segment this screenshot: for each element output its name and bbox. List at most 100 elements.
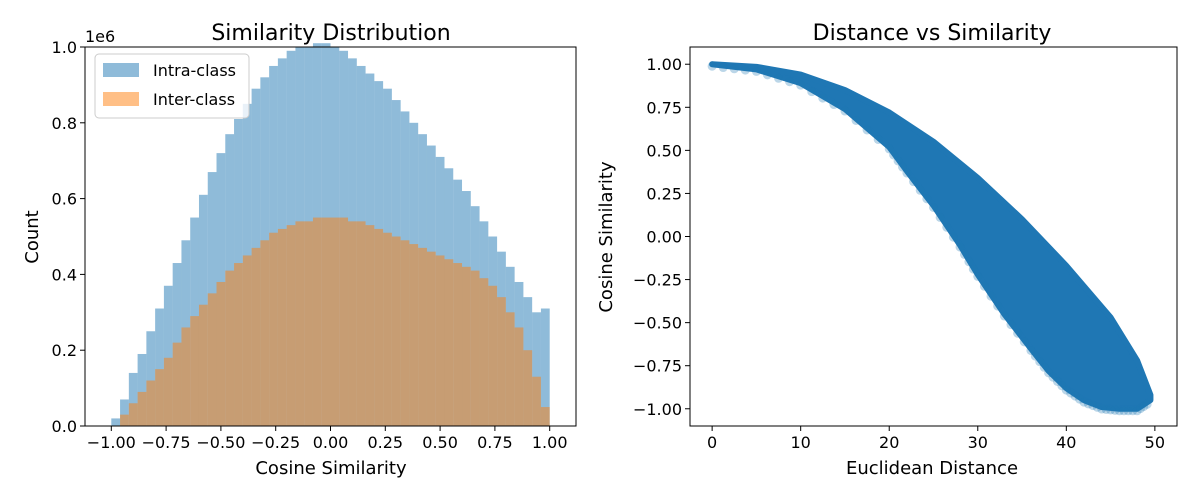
scatter-point	[959, 249, 969, 259]
histogram-bar	[163, 357, 173, 426]
scatter-point	[1019, 337, 1029, 347]
scatter-point	[1052, 376, 1062, 386]
scatter-point	[1132, 406, 1142, 416]
scatter-point	[1079, 397, 1089, 407]
scatter-y-ticks: −1.00 −0.75 −0.50 −0.25 0.00 0.25 0.50 0.75 1.00	[633, 55, 690, 419]
histogram-bar	[321, 217, 331, 426]
scatter-point	[851, 115, 861, 125]
histogram-bar	[470, 270, 480, 426]
scatter-point	[1097, 404, 1107, 414]
histogram-bar	[514, 327, 524, 426]
histogram-bar	[540, 308, 550, 426]
histogram-bar	[181, 327, 191, 426]
scatter-point	[1035, 357, 1045, 367]
x-tick-label: −0.75	[142, 433, 191, 452]
scatter-point	[729, 64, 739, 74]
x-tick-label: 1.00	[532, 433, 568, 452]
scatter-point	[740, 65, 750, 75]
scatter-point	[993, 301, 1003, 311]
scatter-point	[922, 194, 932, 204]
histogram-bar	[330, 217, 340, 426]
scatter-point-cloud	[709, 61, 1154, 412]
legend-label-intra-class: Intra-class	[153, 61, 236, 80]
histogram-bar	[479, 278, 489, 426]
scatter-point	[796, 80, 806, 90]
histogram-y-ticks: 0.0 0.2 0.4 0.6 0.8 1.0	[52, 38, 85, 436]
y-tick-label: 0.0	[52, 417, 77, 436]
scatter-point	[1026, 345, 1036, 355]
scatter-point	[1013, 328, 1023, 338]
histogram-bar	[304, 221, 313, 426]
x-tick-label: 40	[1056, 433, 1076, 452]
histogram-bar	[418, 247, 427, 426]
histogram-bar	[260, 240, 270, 426]
histogram-bar	[540, 407, 550, 426]
scatter-point	[1048, 372, 1058, 382]
histogram-series-1	[120, 217, 550, 426]
scatter-point	[774, 73, 784, 83]
histogram-bar	[128, 372, 138, 426]
y-tick-label: 0.8	[52, 114, 77, 133]
histogram-bar	[400, 240, 410, 426]
scatter-point	[889, 150, 899, 160]
scatter-point	[807, 87, 817, 97]
x-tick-label: 0.00	[313, 433, 349, 452]
scatter-point	[1123, 406, 1133, 416]
scatter-point	[979, 281, 989, 291]
x-tick-label: −1.00	[87, 433, 136, 452]
histogram-bar	[497, 297, 506, 426]
y-tick-label: −1.00	[633, 400, 682, 419]
histogram-bar	[391, 236, 401, 426]
scatter-point	[862, 125, 872, 135]
scatter-point	[1128, 406, 1138, 416]
y-tick-label: −0.75	[633, 357, 682, 376]
x-tick-label: −0.50	[196, 433, 245, 452]
scatter-point	[1057, 381, 1067, 391]
x-tick-label: 0.50	[422, 433, 458, 452]
scatter-point	[751, 66, 761, 76]
scatter-point	[818, 93, 828, 103]
histogram-bar	[146, 380, 156, 426]
scatter-point	[1066, 388, 1076, 398]
histogram-bar	[269, 232, 278, 426]
y-tick-label: 0.75	[646, 98, 682, 117]
y-tick-label: 1.00	[646, 55, 682, 74]
scatter-point	[718, 63, 728, 73]
y-tick-label: 1.0	[52, 38, 77, 57]
histogram-bar	[163, 285, 173, 426]
histogram-bar	[128, 403, 138, 426]
x-tick-label: 0.75	[477, 433, 513, 452]
histogram-bar	[488, 285, 498, 426]
scatter-point	[1106, 405, 1116, 415]
scatter-point	[1139, 401, 1149, 411]
scatter-points	[707, 61, 1154, 416]
scatter-point	[915, 185, 925, 195]
scatter-point	[1092, 402, 1102, 412]
histogram-bar	[225, 270, 235, 426]
histogram-bar	[523, 350, 533, 426]
scatter-point	[1135, 404, 1145, 414]
x-tick-label: 50	[1145, 433, 1165, 452]
scatter-point	[829, 100, 839, 110]
x-tick-label: 0	[707, 433, 717, 452]
scatter-point	[893, 156, 903, 166]
scatter-point	[1142, 399, 1152, 409]
scatter-point	[968, 264, 978, 274]
x-tick-label: 30	[968, 433, 988, 452]
x-tick-label: 20	[879, 433, 899, 452]
histogram-bar	[172, 342, 182, 426]
histogram-bar	[155, 308, 164, 426]
histogram-x-axis-label: Cosine Similarity	[255, 458, 407, 479]
scatter-x-ticks: 0 10 20 30 40 50	[707, 426, 1165, 452]
y-tick-label: 0.25	[646, 184, 682, 203]
histogram-bar	[453, 263, 463, 426]
scatter-point	[898, 162, 908, 172]
scatter-point	[1070, 391, 1080, 401]
histogram-bar	[532, 376, 541, 426]
histogram-bar	[339, 217, 349, 426]
scatter-point	[1088, 401, 1098, 411]
legend-swatch-inter-class	[103, 92, 139, 106]
scatter-point	[1101, 404, 1111, 414]
scatter-point	[1114, 406, 1124, 416]
